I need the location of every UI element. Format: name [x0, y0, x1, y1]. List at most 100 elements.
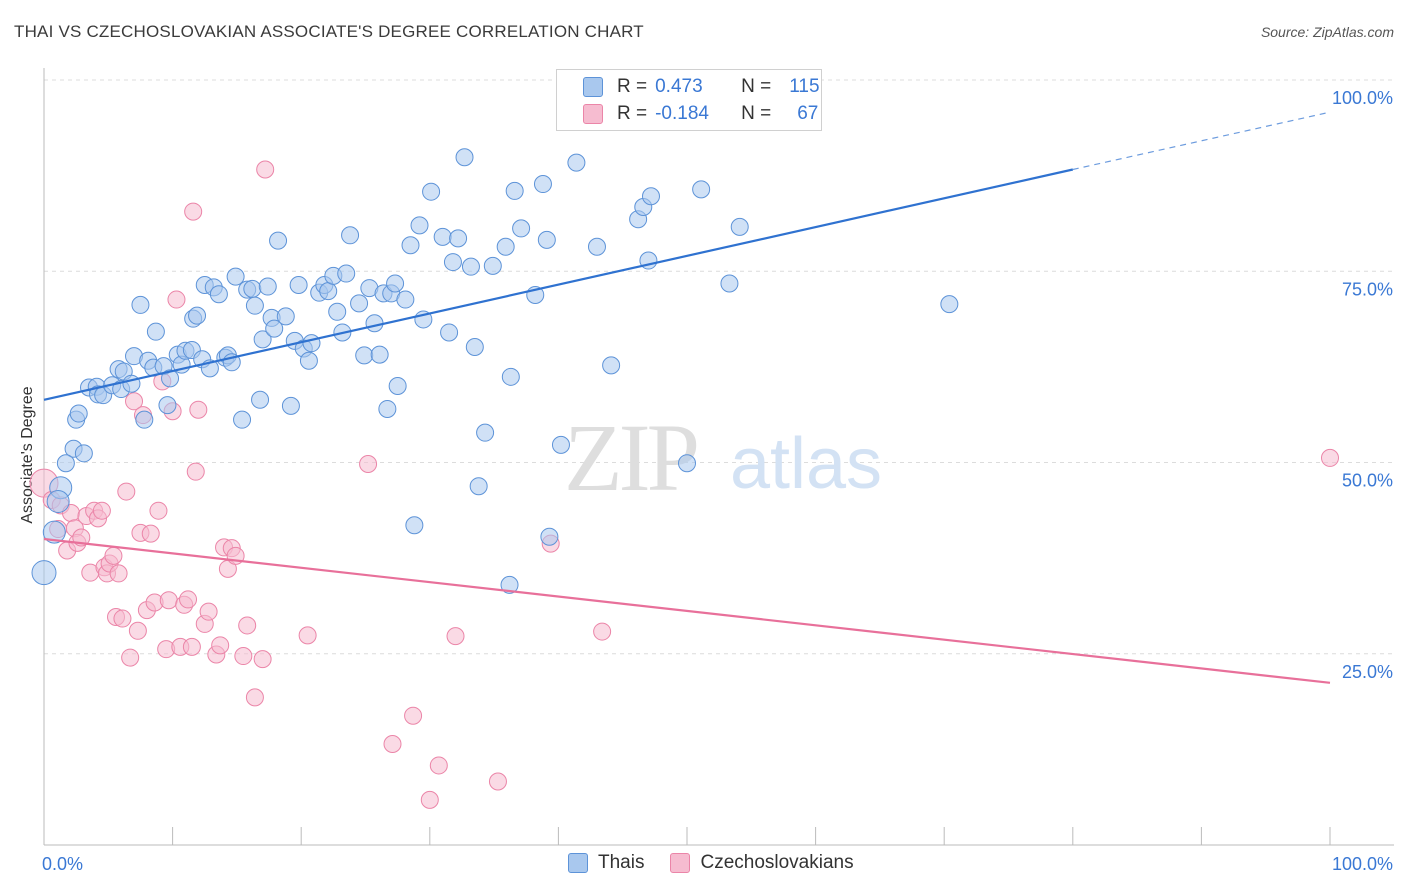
thai-point — [289, 276, 308, 295]
thai-point — [365, 314, 384, 333]
thai-point — [253, 330, 272, 349]
thai-point — [355, 346, 374, 365]
czech-point — [121, 648, 140, 667]
czech-point — [128, 621, 147, 640]
thai-point — [396, 290, 415, 309]
thai-point — [209, 285, 228, 304]
thai-point — [341, 226, 360, 245]
thai-point — [31, 560, 57, 586]
thai-point — [74, 444, 93, 463]
thai-point — [56, 454, 75, 473]
thai-point — [455, 148, 474, 167]
czech-point — [446, 627, 465, 646]
thai-point — [587, 237, 606, 256]
czech-point — [256, 160, 275, 179]
x-tick-label: 100.0% — [1332, 854, 1393, 874]
thai-point — [378, 399, 397, 418]
thai-point — [540, 527, 559, 546]
source-label: Source: ZipAtlas.com — [1260, 24, 1394, 40]
watermark: ZIP atlas — [564, 404, 882, 511]
thai-point — [401, 236, 420, 255]
thai-point — [69, 404, 88, 423]
thai-point — [422, 182, 441, 201]
thai-point — [537, 230, 556, 249]
czech-point — [117, 482, 136, 501]
czech-trend-line — [43, 537, 1331, 684]
thais-swatch — [583, 77, 603, 97]
czech-point — [420, 790, 439, 809]
axes — [43, 68, 1394, 846]
czech-swatch — [670, 853, 691, 873]
thai-point — [226, 267, 245, 286]
czech-point — [92, 501, 111, 520]
thai-point — [265, 319, 284, 338]
legend-label-czech: Czechoslovakians — [700, 852, 854, 873]
czech-point — [184, 202, 203, 221]
thai-point — [243, 279, 262, 298]
tick-labels: 100.0% 75.0% 50.0% 25.0% 0.0% 100.0% — [42, 88, 1393, 874]
thai-point — [269, 231, 288, 250]
thai-point — [158, 396, 177, 415]
thai-point — [188, 306, 207, 325]
thai-point — [350, 294, 369, 313]
legend-label-thais: Thais — [598, 852, 645, 873]
n-label: N = — [741, 103, 772, 124]
legend-item-czech[interactable]: Czechoslovakians — [670, 852, 854, 874]
thais-series — [31, 148, 959, 594]
stats-legend: R = 0.473 N = 115 R = -0.184 N = 67 — [556, 69, 822, 131]
thai-point — [46, 490, 70, 514]
thai-point — [692, 180, 711, 199]
czech-point — [149, 501, 168, 520]
thai-point — [276, 307, 295, 326]
thai-point — [302, 334, 321, 353]
thai-point — [146, 322, 165, 341]
thai-point — [131, 295, 150, 314]
legend-item-thais[interactable]: Thais — [568, 852, 644, 874]
trend-lines — [43, 111, 1331, 684]
r-value: 0.473 — [655, 76, 703, 97]
thai-point — [233, 410, 252, 429]
thai-point — [319, 282, 338, 301]
thai-point — [476, 423, 495, 442]
thai-point — [496, 237, 515, 256]
thai-point — [370, 345, 389, 364]
czech-point — [141, 524, 160, 543]
thai-point — [483, 256, 502, 275]
thai-point — [678, 454, 696, 473]
thai-point — [251, 390, 270, 409]
thai-point — [281, 396, 300, 415]
thai-point — [337, 264, 356, 283]
czech-point — [404, 706, 423, 725]
thai-point — [533, 175, 552, 194]
thai-point — [501, 367, 520, 386]
legend-row-thais: R = 0.473 N = 115 — [583, 75, 820, 99]
czech-point — [1321, 448, 1339, 467]
czech-point — [253, 650, 272, 669]
chart-title: THAI VS CZECHOSLOVAKIAN ASSOCIATE'S DEGR… — [14, 22, 644, 41]
y-tick-label: 75.0% — [1342, 279, 1393, 299]
svg-text:ZIP: ZIP — [564, 404, 697, 511]
thais-trend-line — [43, 168, 1074, 401]
y-tick-label: 100.0% — [1332, 88, 1393, 108]
czech-point — [182, 637, 201, 656]
czech-point — [125, 392, 144, 411]
n-value: 115 — [789, 76, 820, 97]
thai-point — [469, 477, 488, 496]
thai-point — [940, 295, 959, 314]
x-tick-label: 0.0% — [42, 854, 83, 874]
series-legend: Thais Czechoslovakians — [568, 852, 880, 874]
czech-point — [186, 462, 205, 481]
thai-point — [602, 356, 621, 375]
thai-point — [405, 516, 424, 535]
czech-point — [104, 546, 123, 565]
czech-point — [383, 735, 402, 754]
grid-lines — [44, 79, 1394, 655]
thai-point — [443, 253, 462, 272]
czech-point — [159, 591, 178, 610]
thai-point — [328, 302, 347, 321]
y-tick-label: 25.0% — [1342, 662, 1393, 682]
thais-swatch — [568, 853, 588, 873]
n-label: N = — [741, 76, 772, 97]
thais-trend-extension — [1072, 111, 1331, 171]
